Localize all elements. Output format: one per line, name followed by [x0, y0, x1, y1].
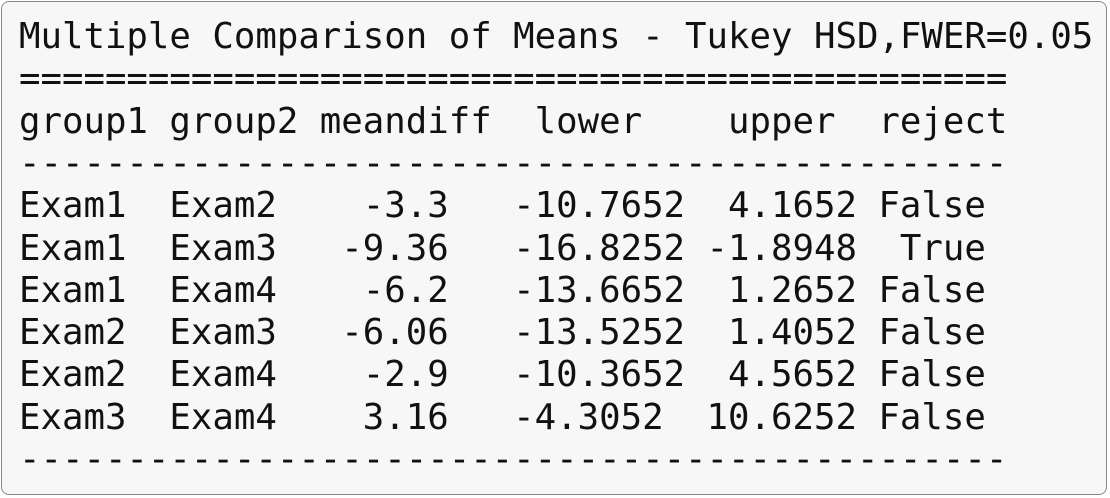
table-cell: 1.2652 — [728, 269, 857, 311]
table-cell: 10.6252 — [706, 396, 857, 438]
table-cell: 4.5652 — [728, 354, 857, 396]
table-cell: Exam1 — [19, 269, 127, 311]
table-cell: Exam3 — [169, 312, 277, 354]
table-cell: Exam4 — [169, 396, 277, 438]
table-row: Exam2 Exam3 -6.06 -13.5252 1.4052 False — [19, 312, 1099, 354]
table-cell: False — [878, 396, 986, 438]
table-cell: -16.8252 — [513, 227, 686, 269]
table-cell: -6.06 — [341, 312, 449, 354]
column-header: group2 — [169, 100, 299, 142]
table-cell: -2.9 — [362, 354, 449, 396]
table-cell: 3.16 — [362, 396, 449, 438]
table-cell: Exam2 — [169, 185, 277, 227]
table-cell: Exam1 — [19, 185, 127, 227]
table-row: Exam2 Exam4 -2.9 -10.3652 4.5652 False — [19, 354, 1099, 396]
table-cell: -10.3652 — [513, 354, 686, 396]
table-cell: -4.3052 — [513, 396, 664, 438]
table-cell: Exam4 — [169, 354, 277, 396]
table-cell: False — [878, 269, 986, 311]
header-row: group1 group2 meandiff lower upper reject — [19, 101, 1099, 143]
table-cell: Exam4 — [169, 269, 277, 311]
title: Multiple Comparison of Means - Tukey HSD… — [19, 16, 1094, 57]
rule: ----------------------------------------… — [19, 439, 1008, 480]
table-cell: -9.36 — [341, 227, 449, 269]
table-cell: Exam2 — [19, 312, 127, 354]
table-cell: Exam3 — [169, 227, 277, 269]
rule: ========================================… — [19, 58, 1008, 100]
table-cell: -1.8948 — [706, 227, 857, 269]
table-cell: -13.6652 — [513, 269, 686, 311]
table-cell: False — [878, 354, 986, 396]
table-row: Exam1 Exam3 -9.36 -16.8252 -1.8948 True — [19, 228, 1099, 270]
table-cell: Exam1 — [19, 227, 127, 269]
table-cell: -6.2 — [362, 269, 449, 311]
column-header: group1 — [19, 100, 148, 142]
column-header: lower — [534, 100, 643, 142]
column-header: upper — [728, 100, 836, 142]
table-cell: Exam2 — [19, 354, 127, 396]
table-row: Exam3 Exam4 3.16 -4.3052 10.6252 False — [19, 397, 1099, 439]
table-cell: -13.5252 — [513, 312, 686, 354]
table-cell: 1.4052 — [728, 312, 857, 354]
table-cell: False — [878, 185, 986, 227]
column-header: meandiff — [319, 100, 492, 142]
table-cell: 4.1652 — [728, 185, 857, 227]
table-row: Exam1 Exam4 -6.2 -13.6652 1.2652 False — [19, 270, 1099, 312]
table-cell: -3.3 — [362, 185, 449, 227]
table-cell: True — [899, 227, 986, 269]
table-cell: Exam3 — [19, 396, 127, 438]
rule: ----------------------------------------… — [19, 142, 1008, 184]
table-row: Exam1 Exam2 -3.3 -10.7652 4.1652 False — [19, 185, 1099, 227]
table-cell: -10.7652 — [513, 185, 686, 227]
column-header: reject — [878, 100, 1008, 142]
table-cell: False — [878, 312, 986, 354]
